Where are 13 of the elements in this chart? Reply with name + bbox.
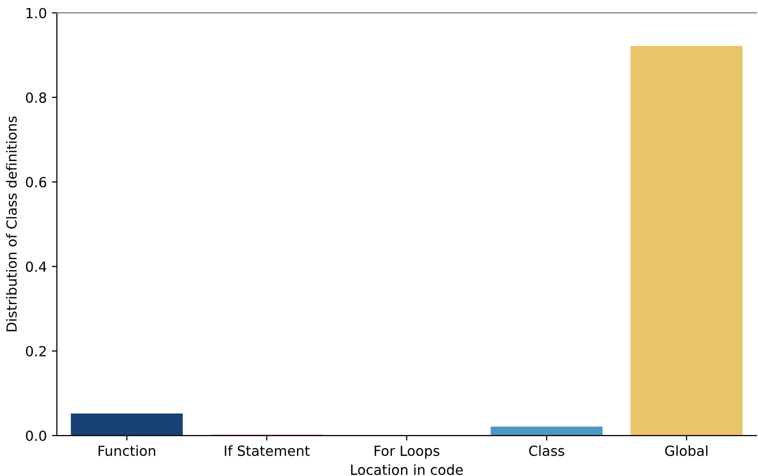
y-tick-label: 0.8 [26, 92, 46, 103]
y-tick-label: 1.0 [26, 8, 46, 18]
y-tick-label: 0.0 [26, 430, 46, 442]
y-tick-label: 0.6 [26, 176, 46, 188]
x-axis-title: Location in code [351, 464, 463, 476]
x-tick-label: Class [529, 445, 564, 456]
y-axis-title: Distribution of Class definitions [6, 116, 17, 332]
x-tick-label: Global [665, 445, 708, 456]
y-tick-label: 0.4 [26, 261, 46, 272]
y-tick-label: 0.2 [26, 346, 46, 356]
x-tick-label: Function [98, 445, 156, 456]
x-tick-label: For Loops [374, 446, 440, 459]
x-tick-label: If Statement [224, 445, 310, 456]
